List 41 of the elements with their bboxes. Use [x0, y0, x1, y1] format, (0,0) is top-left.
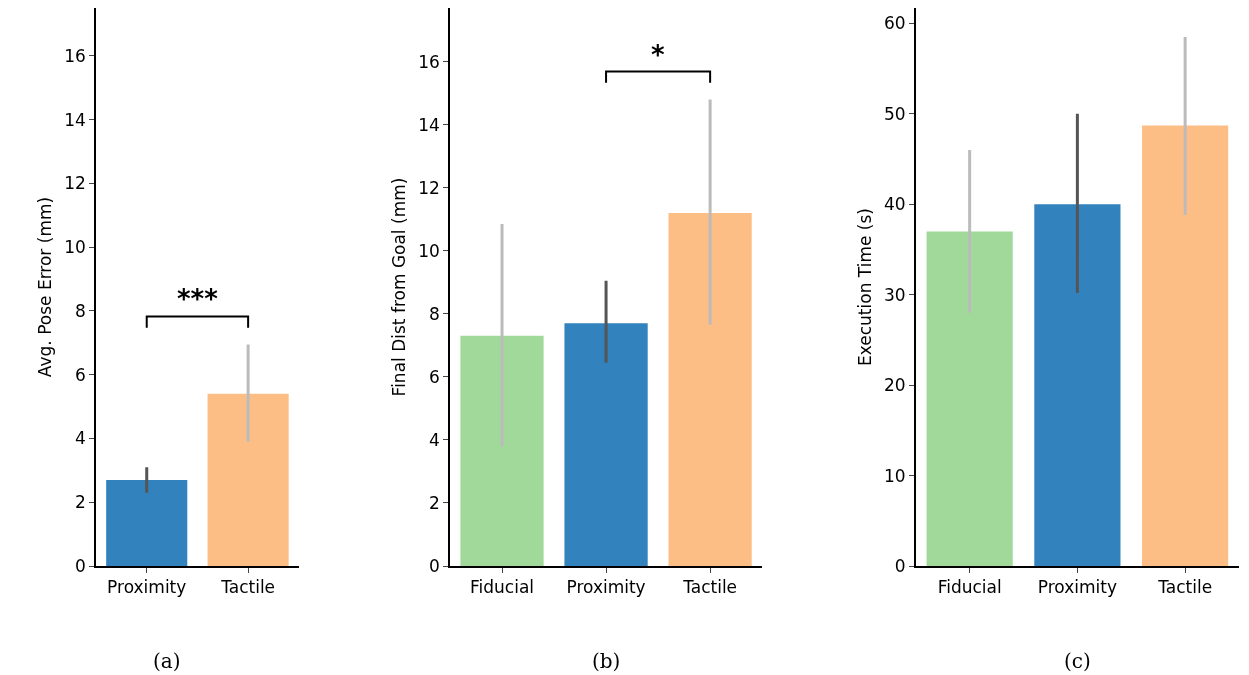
y-tick-label: 8 [429, 303, 440, 324]
y-tick-label: 6 [75, 364, 86, 385]
y-tick-label: 16 [418, 51, 440, 72]
y-tick-label: 4 [429, 429, 440, 450]
y-tick-label: 40 [883, 194, 906, 215]
x-tick-label: Fiducial [937, 577, 1002, 598]
y-tick-label: 12 [64, 173, 86, 194]
y-tick-label: 0 [429, 555, 440, 576]
x-tick-label: Tactile [1157, 577, 1213, 598]
y-tick-label: 10 [883, 465, 906, 486]
text: (a) [153, 649, 181, 673]
y-tick-label: 50 [883, 103, 906, 124]
y-tick-label: 60 [883, 13, 906, 34]
y-tick-label: 30 [883, 284, 906, 305]
y-axis-title: Final Dist from Goal (mm) [389, 177, 410, 397]
y-tick-label: 6 [429, 366, 440, 387]
y-tick-label: 4 [75, 428, 86, 449]
x-tick-label: Proximity [1037, 577, 1118, 598]
y-tick-label: 10 [418, 240, 440, 261]
y-tick-label: 20 [883, 375, 906, 396]
x-tick-label: Proximity [107, 577, 187, 598]
y-axis-title: Avg. Pose Error (mm) [35, 196, 56, 378]
y-axis-title: Execution Time (s) [855, 208, 876, 366]
x-tick-label: Fiducial [469, 577, 535, 598]
y-tick-label: 2 [75, 492, 86, 513]
x-tick-label: Tactile [682, 577, 738, 598]
y-tick-label: 10 [64, 237, 86, 258]
y-tick-label: 14 [64, 109, 86, 130]
y-tick-label: 0 [75, 555, 86, 576]
y-tick-label: 12 [418, 177, 440, 198]
y-tick-label: 16 [64, 45, 86, 66]
y-tick-label: 14 [418, 114, 440, 135]
text: (c) [1064, 649, 1091, 673]
text: (b) [592, 649, 621, 673]
annotation: * [651, 40, 665, 70]
x-tick-label: Tactile [220, 577, 276, 598]
y-tick-label: 2 [429, 492, 440, 513]
annotation: *** [177, 284, 219, 314]
y-tick-label: 8 [75, 300, 86, 321]
y-tick-label: 0 [894, 555, 906, 576]
x-tick-label: Proximity [566, 577, 646, 598]
